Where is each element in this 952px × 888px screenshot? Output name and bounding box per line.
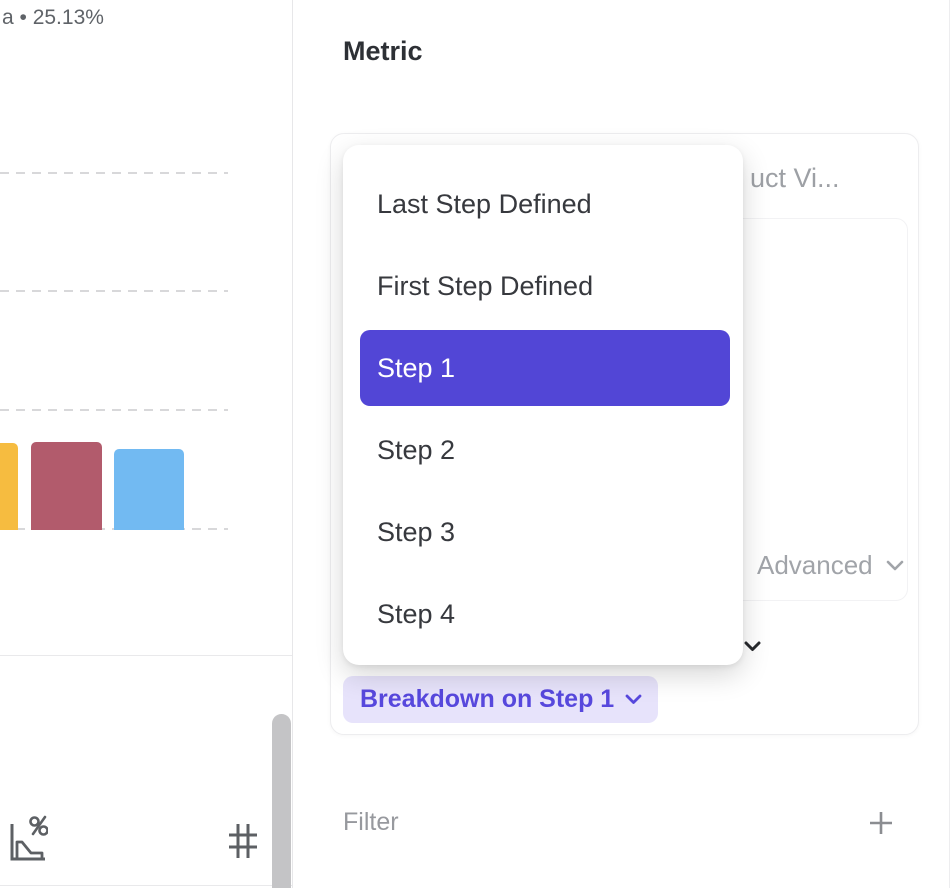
menu-item-step-2[interactable]: Step 2 (377, 434, 456, 465)
menu-item-step-4[interactable]: Step 4 (377, 598, 456, 629)
chart-gridline (0, 290, 228, 292)
filter-section-title: Filter (343, 808, 399, 836)
advanced-label: Advanced (757, 550, 873, 580)
menu-item-first-step-defined[interactable]: First Step Defined (377, 270, 594, 301)
chart-gridline (0, 172, 228, 174)
expand-metric-chevron[interactable] (744, 639, 761, 657)
funnel-bar-yellow[interactable] (0, 443, 18, 530)
breakdown-on-step-button[interactable]: Breakdown on Step 1 (343, 676, 659, 723)
chevron-down-icon (625, 694, 642, 704)
chart-gridline (0, 409, 228, 411)
funnel-bar-red[interactable] (31, 442, 102, 530)
funnel-percent-icon (10, 815, 49, 861)
event-name-truncated[interactable]: uct Vi... (750, 163, 840, 193)
bottom-divider (0, 885, 292, 886)
plus-icon (870, 812, 892, 834)
menu-item-step-3[interactable]: Step 3 (377, 516, 456, 547)
chart-footer-divider (0, 655, 292, 656)
right-edge-divider (949, 0, 950, 888)
menu-item-step-1-selected[interactable]: Step 1 (360, 330, 730, 406)
left-panel-scrollbar[interactable] (272, 714, 291, 888)
series-conversion-label: a • 25.13% (2, 6, 104, 29)
funnel-bar-blue[interactable] (114, 449, 184, 530)
add-filter-button[interactable] (866, 808, 896, 838)
panel-divider (292, 0, 293, 888)
menu-item-last-step-defined[interactable]: Last Step Defined (377, 188, 592, 219)
number-sign-icon (229, 824, 257, 858)
absolute-numbers-toggle-button[interactable] (226, 820, 260, 867)
advanced-toggle[interactable]: Advanced (757, 550, 904, 581)
percent-chart-toggle-button[interactable] (8, 813, 49, 868)
metric-section-title: Metric (343, 36, 423, 66)
step-selector-dropdown: Last Step Defined First Step Defined Ste… (343, 145, 743, 665)
chevron-down-icon (744, 641, 761, 651)
chevron-down-icon (886, 560, 903, 571)
breakdown-label: Breakdown on Step 1 (360, 685, 615, 713)
